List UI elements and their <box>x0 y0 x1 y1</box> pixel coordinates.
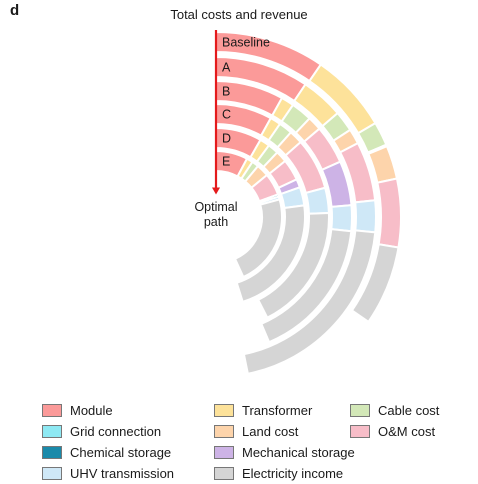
legend-swatch <box>42 425 62 438</box>
legend-label: Land cost <box>242 424 299 439</box>
legend-item-grid-connection: Grid connection <box>42 424 214 439</box>
legend-row: Chemical storage Mechanical storage <box>42 442 462 463</box>
legend-label: Transformer <box>242 403 313 418</box>
legend-swatch <box>214 404 234 417</box>
legend-label: UHV transmission <box>70 466 175 481</box>
legend-label: O&M cost <box>378 424 436 439</box>
panel-label: d <box>10 2 20 19</box>
center-label: Optimal path <box>194 200 237 229</box>
legend-swatch <box>42 404 62 417</box>
ring-label-e: E <box>222 155 230 169</box>
ring-c-segment-electricity-income <box>256 212 330 320</box>
legend-swatch <box>350 425 370 438</box>
legend-row: Module Transformer Cable cost <box>42 400 462 421</box>
legend-label: Module <box>70 403 113 418</box>
ring-d-segment-electricity-income <box>235 204 306 304</box>
ring-label-b: B <box>222 85 230 99</box>
legend-swatch <box>214 425 234 438</box>
legend-item-om-cost: O&M cost <box>350 424 462 439</box>
legend-label: Cable cost <box>378 403 440 418</box>
center-label-line: path <box>204 215 228 229</box>
legend-item-module: Module <box>42 403 214 418</box>
legend-item-mechanical-storage: Mechanical storage <box>214 445 355 460</box>
legend-swatch <box>42 467 62 480</box>
legend-row: Grid connection Land cost O&M cost <box>42 421 462 442</box>
legend-swatch <box>214 446 234 459</box>
legend-label: Mechanical storage <box>242 445 355 460</box>
legend-label: Electricity income <box>242 466 344 481</box>
chart-title: Total costs and revenue <box>170 7 308 22</box>
ring-e-segment-electricity-income <box>233 198 283 279</box>
ring-b-segment-uhv-transmission <box>330 204 353 233</box>
ring-baseline-segment-electricity-income <box>350 243 400 324</box>
ring-baseline-segment-om-cost <box>376 177 402 249</box>
center-label-line: Optimal <box>194 200 237 214</box>
legend-item-transformer: Transformer <box>214 403 350 418</box>
legend-item-chemical-storage: Chemical storage <box>42 445 214 460</box>
ring-c-segment-uhv-transmission <box>304 186 330 215</box>
legend-swatch <box>214 467 234 480</box>
legend-swatch <box>350 404 370 417</box>
ring-label-d: D <box>222 132 231 146</box>
legend-swatch <box>42 446 62 459</box>
rings-group <box>215 30 402 375</box>
ring-label-baseline: Baseline <box>222 36 270 50</box>
legend-item-electricity-income: Electricity income <box>214 466 350 481</box>
legend-item-cable-cost: Cable cost <box>350 403 462 418</box>
ring-a-segment-uhv-transmission <box>354 199 377 234</box>
ring-label-a: A <box>222 61 231 75</box>
legend-label: Chemical storage <box>70 445 172 460</box>
legend: Module Transformer Cable cost Grid conne… <box>42 400 462 484</box>
legend-row: UHV transmission Electricity income <box>42 463 462 484</box>
ring-baseline-segment-land-cost <box>367 144 399 184</box>
ring-a-segment-electricity-income <box>242 229 377 375</box>
ring-label-c: C <box>222 108 231 122</box>
legend-item-land-cost: Land cost <box>214 424 350 439</box>
legend-item-uhv-transmission: UHV transmission <box>42 466 214 481</box>
ring-b-segment-electricity-income <box>260 228 353 344</box>
legend-label: Grid connection <box>70 424 162 439</box>
